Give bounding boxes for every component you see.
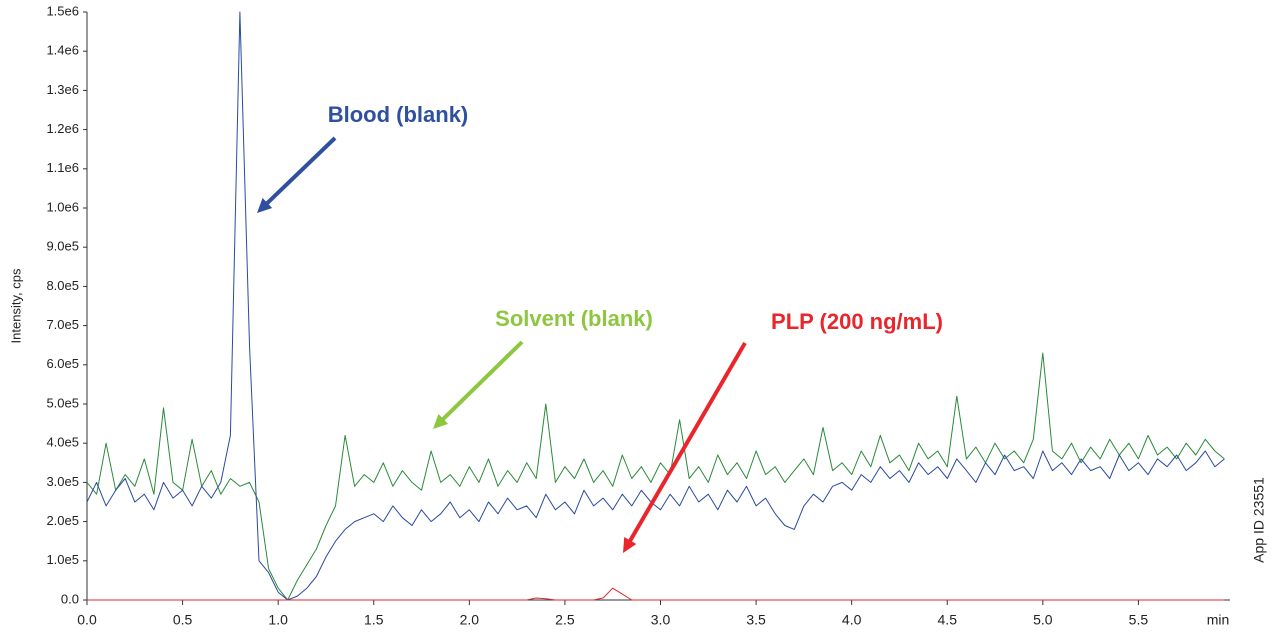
y-tick-label: 1.0e5 <box>46 552 79 567</box>
x-tick-label: 0.5 <box>173 612 193 628</box>
y-tick-label: 1.1e6 <box>46 160 79 175</box>
x-tick-label: 4.5 <box>938 612 958 628</box>
x-tick-label: 0.0 <box>77 612 97 628</box>
arrow-head <box>623 537 637 553</box>
y-tick-label: 1.5e6 <box>46 3 79 18</box>
arrow-shaft <box>624 341 747 549</box>
series-annotation: Solvent (blank) <box>495 306 653 331</box>
y-tick-label: 2.0e5 <box>46 513 79 528</box>
trace <box>87 587 1225 601</box>
series-annotation: Blood (blank) <box>328 102 469 127</box>
x-tick-label: 2.5 <box>555 612 575 628</box>
trace <box>86 352 1225 601</box>
x-tick-label: 2.0 <box>460 612 480 628</box>
trace <box>86 11 1225 601</box>
side-note: App ID 23551 <box>1251 477 1267 563</box>
y-tick-label: 1.0e6 <box>46 199 79 214</box>
x-tick-label: 3.0 <box>651 612 671 628</box>
series-annotation: PLP (200 ng/mL) <box>771 309 943 334</box>
x-tick-label: 4.0 <box>842 612 862 628</box>
y-tick-label: 3.0e5 <box>46 474 79 489</box>
arrow-head <box>433 413 449 429</box>
y-tick-label: 7.0e5 <box>46 317 79 332</box>
y-tick-label: 1.2e6 <box>46 121 79 136</box>
x-tick-label: 1.0 <box>268 612 288 628</box>
y-tick-label: 9.0e5 <box>46 239 79 254</box>
y-tick-label: 1.4e6 <box>46 43 79 58</box>
arrow-head <box>257 197 273 213</box>
y-axis-title: Intensity, cps <box>8 268 23 343</box>
x-axis-title: min <box>1207 612 1230 628</box>
y-tick-label: 1.3e6 <box>46 82 79 97</box>
y-tick-label: 0.0 <box>61 591 79 606</box>
y-tick-label: 5.0e5 <box>46 395 79 410</box>
x-tick-label: 3.5 <box>746 612 766 628</box>
arrow-shaft <box>259 136 337 211</box>
y-tick-label: 8.0e5 <box>46 278 79 293</box>
x-tick-label: 1.5 <box>364 612 384 628</box>
y-tick-label: 4.0e5 <box>46 435 79 450</box>
arrow-shaft <box>435 340 524 427</box>
y-tick-label: 6.0e5 <box>46 356 79 371</box>
x-tick-label: 5.0 <box>1033 612 1053 628</box>
x-tick-label: 5.5 <box>1129 612 1149 628</box>
